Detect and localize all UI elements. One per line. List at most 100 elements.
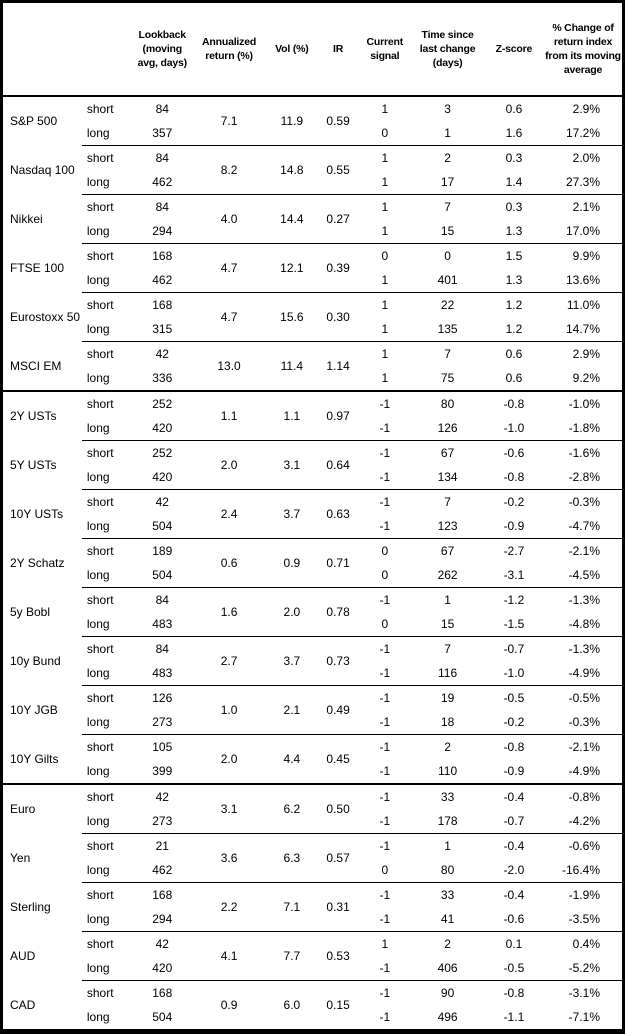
time-since-value: 1 <box>411 587 484 612</box>
zscore-value: -0.6 <box>503 912 525 926</box>
time-since-value: 67 <box>411 440 484 465</box>
horizon-label: short <box>81 636 133 661</box>
time-since-value: 22 <box>411 292 484 317</box>
zscore-value: -0.4 <box>483 882 545 907</box>
instrument-row-long: long 483 -1 116 -1.0 -4.9% <box>2 661 624 686</box>
annualized-return-value: 2.4 <box>192 489 266 539</box>
signal-value: -1 <box>379 470 391 484</box>
lookback-value: 273 <box>152 715 173 729</box>
ir-value: 0.50 <box>326 802 350 816</box>
signal-value: 1 <box>381 175 389 189</box>
zscore-value: -1.0 <box>503 421 525 435</box>
signal-value: 0 <box>381 568 389 582</box>
horizon-label: short <box>81 980 133 1005</box>
signal-value: 0 <box>381 863 389 877</box>
lookback-value: 168 <box>132 980 193 1005</box>
time-since-value: 33 <box>411 882 484 907</box>
horizon-label: short <box>81 734 133 759</box>
time-since-value: 15 <box>440 224 455 238</box>
horizon-label: long <box>86 912 110 926</box>
ir-value: 0.73 <box>317 636 359 686</box>
pct-change-value: -1.3% <box>544 587 624 612</box>
annualized-return-value: 0.9 <box>192 980 266 1032</box>
pct-change-value: -4.5% <box>568 568 600 582</box>
horizon-label: long <box>86 175 110 189</box>
annualized-return-value: 2.7 <box>192 636 266 686</box>
horizon-label: long <box>86 371 110 385</box>
annualized-return-value: 2.0 <box>192 440 266 490</box>
lookback-value: 336 <box>152 371 173 385</box>
lookback-value: 168 <box>132 243 193 268</box>
header-horizon <box>81 1 133 97</box>
horizon-label: long <box>86 961 110 975</box>
time-since-value: 7 <box>411 636 484 661</box>
vol-value: 7.7 <box>265 931 318 981</box>
ir-value: 0.78 <box>317 587 359 637</box>
instrument-name: 10Y JGB <box>10 703 58 717</box>
vol-value: 14.4 <box>265 194 318 244</box>
instrument-name: 2Y USTs <box>10 409 57 424</box>
vol-value: 7.1 <box>265 882 318 932</box>
zscore-value: 0.3 <box>483 145 545 170</box>
instrument-row-short: CAD short 168 0.9 6.0 0.15 -1 90 -0.8 -3.1% <box>2 980 624 1032</box>
vol-value: 6.2 <box>283 802 301 816</box>
instrument-row-long: long 483 0 15 -1.5 -4.8% <box>2 612 624 637</box>
time-since-value: 406 <box>437 961 458 975</box>
signal-value: -1 <box>358 636 412 661</box>
lookback-value: 168 <box>132 292 193 317</box>
lookback-value: 273 <box>152 814 173 828</box>
ir-value: 0.59 <box>326 114 350 128</box>
zscore-value: -0.9 <box>503 764 525 778</box>
pct-change-value: 2.9% <box>572 102 600 116</box>
instrument-name: 5y Bobl <box>10 605 51 619</box>
pct-change-value: -5.2% <box>568 961 600 975</box>
zscore-value: -0.9 <box>503 519 525 533</box>
vol-value: 15.6 <box>265 292 318 342</box>
zscore-value: -0.7 <box>483 636 545 661</box>
zscore-value: 0.3 <box>483 194 545 219</box>
instrument-row-short: 10Y JGB short 126 1.0 2.1 0.49 -1 19 -0.5 -0.5% <box>2 685 624 735</box>
zscore-value: -0.7 <box>503 814 525 828</box>
instrument-row-short: 2Y Schatz short 189 0.6 0.9 0.71 0 67 -2.7 -2.1% <box>2 538 624 588</box>
vol-value: 2.1 <box>265 685 318 735</box>
instrument-row-short: S&P 500 short 84 7.1 11.9 0.59 1 3 0.6 2.9% <box>2 96 624 128</box>
time-since-value: 110 <box>438 764 458 778</box>
signal-value: 1 <box>358 931 412 956</box>
pct-change-value: 13.6% <box>565 273 600 287</box>
time-since-value: 2 <box>411 734 484 759</box>
pct-change-value: 27.3% <box>565 175 600 189</box>
annualized-return-value: 0.6 <box>192 538 266 588</box>
pct-change-value: 9.9% <box>544 243 624 268</box>
vol-value: 3.1 <box>265 440 318 490</box>
horizon-label: short <box>81 833 133 858</box>
signal-value: 0 <box>381 617 389 631</box>
vol-value: 6.3 <box>265 833 318 883</box>
ir-value: 0.27 <box>317 194 359 244</box>
instrument-name: 2Y Schatz <box>10 556 65 570</box>
time-since-value: 134 <box>437 470 458 484</box>
annualized-return-value: 2.0 <box>192 734 266 784</box>
instrument-name: MSCI EM <box>10 358 62 373</box>
horizon-label: short <box>81 341 133 366</box>
horizon-label: long <box>86 863 110 877</box>
ir-value: 1.14 <box>317 341 359 391</box>
time-since-value: 0 <box>411 243 484 268</box>
ir-value: 0.97 <box>326 409 350 423</box>
pct-change-value: -3.5% <box>568 912 600 926</box>
horizon-label: long <box>86 470 110 484</box>
zscore-value: -0.4 <box>483 833 545 858</box>
signal-value: -1 <box>358 685 412 710</box>
instrument-row-long: long 273 -1 18 -0.2 -0.3% <box>2 710 624 735</box>
time-since-value: 75 <box>440 371 455 385</box>
lookback-value: 252 <box>132 440 193 465</box>
signal-value: -1 <box>358 980 412 1005</box>
lookback-value: 42 <box>132 489 193 514</box>
pct-change-value: -7.1% <box>568 1010 600 1024</box>
pct-change-value: 17.0% <box>565 224 600 238</box>
signal-value: -1 <box>379 421 391 435</box>
horizon-label: short <box>81 587 133 612</box>
instrument-row-long: long 273 -1 178 -0.7 -4.2% <box>2 809 624 834</box>
horizon-label: short <box>81 882 133 907</box>
instrument-row-short: Eurostoxx 50 short 168 4.7 15.6 0.30 1 22 1.2 11.… <box>2 292 624 342</box>
lookback-value: 126 <box>132 685 193 710</box>
